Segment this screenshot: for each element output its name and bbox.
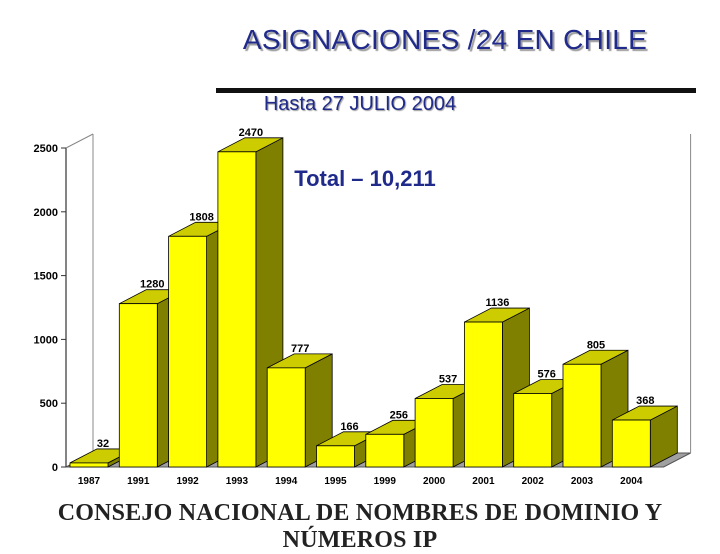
bar-value-label: 1808 [189,211,213,223]
bar-front [365,433,405,468]
y-axis-depth-line [65,133,94,149]
bar-front [611,419,651,468]
y-tick-label: 500 [40,398,58,410]
chart-title: ASIGNACIONES /24 EN CHILE [242,24,648,55]
x-tick-label: 1993 [226,476,249,487]
chart-subtitle: Hasta 27 JULIO 2004 [263,93,457,115]
bar-value-label: 777 [291,343,309,355]
x-tick-label: 1994 [275,476,298,487]
bar [266,353,333,468]
y-tick-label: 2000 [34,207,58,219]
bar [611,405,678,468]
bar-value-label: 2470 [239,127,263,139]
bar-front [463,321,503,468]
bar-value-label: 1136 [485,297,509,309]
total-annotation: Total – 10,211 [294,166,435,191]
bar-front [69,462,109,468]
bar-front [316,445,355,468]
footer-organization: CONSEJO NACIONAL DE NOMBRES DE DOMINIO Y… [57,500,663,553]
title-divider [216,88,696,93]
bar-chart: 0 500 1000 1500 2000 2500 32 1987 1280 1991 1808 1… [34,127,692,487]
x-tick-label: 2001 [472,476,495,487]
bar-value-label: 32 [97,438,109,450]
bar [217,137,284,468]
bar-front [266,367,306,468]
bar-value-label: 805 [587,339,605,351]
x-tick-label: 1987 [78,476,101,487]
y-tick-label: 2500 [34,143,58,155]
y-tick-label: 1500 [34,271,58,283]
bar-front [562,363,602,468]
y-tick-label: 1000 [34,334,58,346]
bar-front [118,303,158,468]
bar-front [217,151,257,468]
bar-front [168,235,208,468]
x-tick-label: 2002 [522,476,545,487]
x-tick-label: 1995 [324,476,347,487]
y-tick-label: 0 [52,462,58,474]
x-tick-label: 1992 [176,476,199,487]
x-tick-label: 2004 [620,476,643,487]
x-tick-label: 2000 [423,476,446,487]
bar-front [513,393,553,468]
x-tick-label: 2003 [571,476,594,487]
bar-value-label: 576 [538,369,556,381]
bar-value-label: 537 [439,373,457,385]
x-tick-label: 1991 [127,476,150,487]
bar-value-label: 256 [390,409,408,421]
bar-value-label: 166 [340,421,358,433]
bar-front [414,398,454,468]
bar-value-label: 368 [636,395,654,407]
bar-value-label: 1280 [140,279,164,291]
x-tick-label: 1999 [374,476,397,487]
